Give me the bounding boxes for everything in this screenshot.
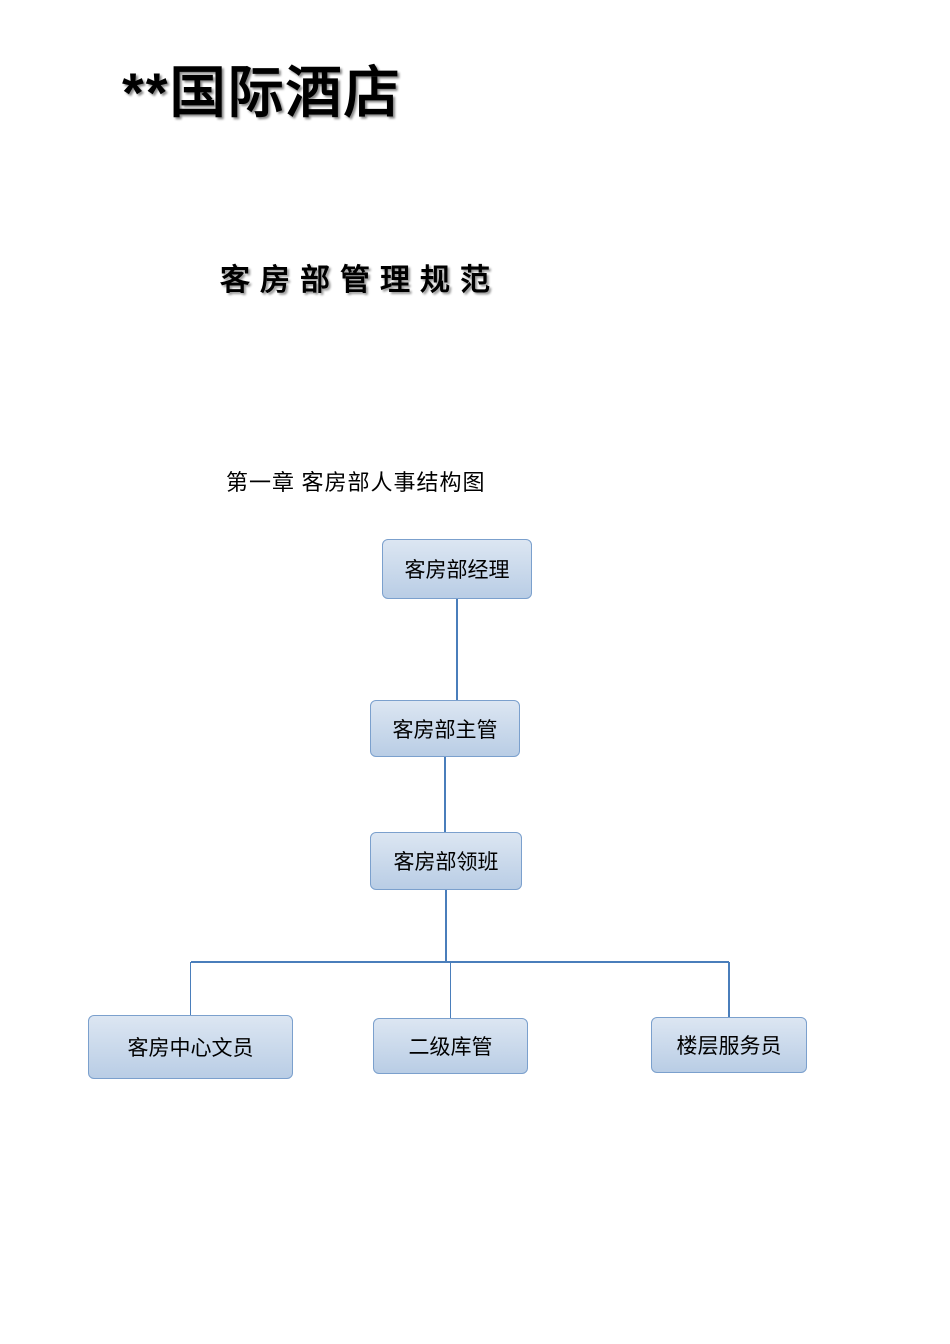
org-node: 客房部主管 xyxy=(370,700,520,757)
org-node: 客房中心文员 xyxy=(88,1015,293,1079)
connector-horizontal xyxy=(191,961,730,963)
page-title: **国际酒店 xyxy=(122,48,402,129)
connector-vertical xyxy=(444,757,446,832)
org-node: 客房部领班 xyxy=(370,832,522,890)
org-node: 二级库管 xyxy=(373,1018,528,1074)
document-subtitle: 客房部管理规范 xyxy=(220,255,500,299)
connector-vertical xyxy=(445,890,447,962)
connector-vertical xyxy=(728,962,730,1017)
connector-vertical xyxy=(190,962,192,1015)
org-node: 楼层服务员 xyxy=(651,1017,807,1073)
chapter-heading: 第一章 客房部人事结构图 xyxy=(226,465,486,497)
connector-vertical xyxy=(450,962,452,1018)
connector-vertical xyxy=(456,599,458,700)
org-node: 客房部经理 xyxy=(382,539,532,599)
